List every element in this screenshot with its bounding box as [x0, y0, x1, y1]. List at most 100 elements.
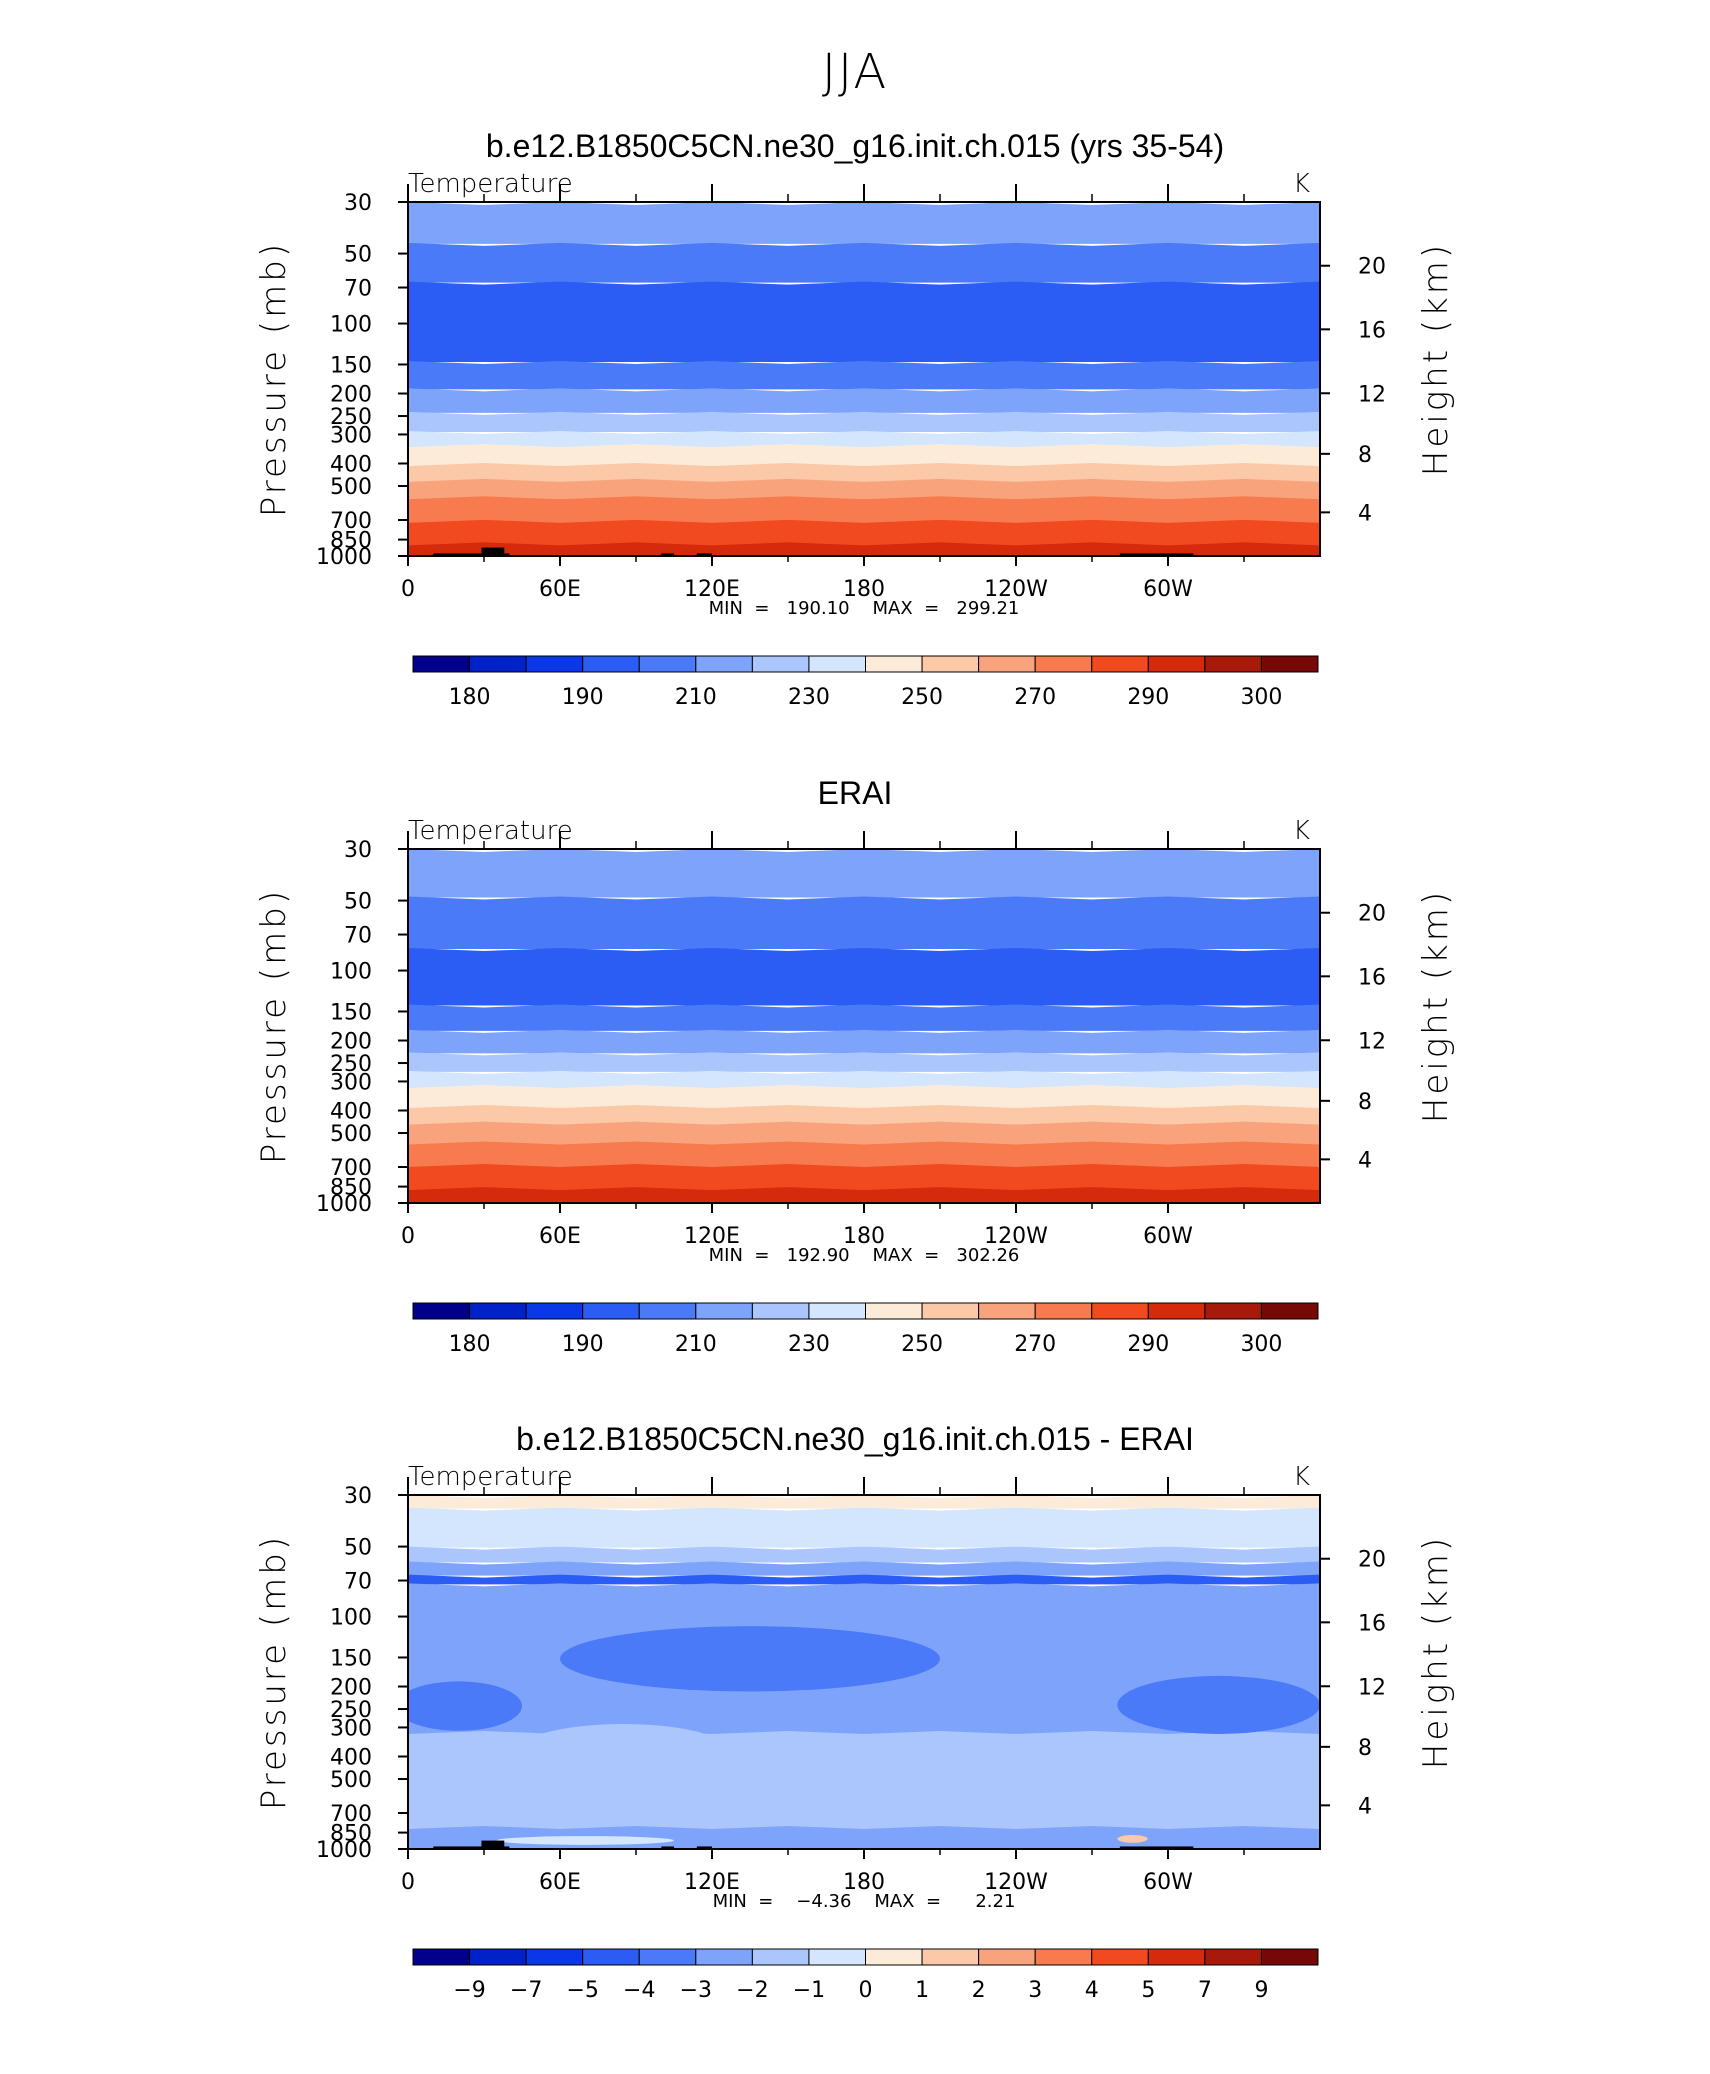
page-title: JJA: [821, 44, 889, 100]
colorbar-swatch: [1204, 655, 1262, 673]
colorbar-label: 300: [1240, 1332, 1282, 1357]
y-tick-label: 400: [330, 1099, 372, 1124]
height-tick-label: 4: [1358, 1794, 1372, 1819]
y-tick-label: 850: [330, 1822, 372, 1847]
colorbar-swatch: [469, 1302, 527, 1320]
plot-area: [408, 849, 1320, 1203]
y-tick-label: 500: [330, 475, 372, 500]
colorbar-label: 9: [1254, 1978, 1268, 2003]
contour-region: [522, 1724, 725, 1773]
panel-difference: b.e12.B1850C5CN.ne30_g16.init.ch.015 - E…: [0, 1421, 1710, 2069]
y-tick-label: 200: [330, 1030, 372, 1055]
colorbar-swatch: [525, 1948, 584, 1966]
y-tick-label: 1000: [316, 1838, 372, 1863]
height-tick-label: 12: [1358, 1029, 1386, 1054]
colorbar-swatch: [1091, 1302, 1149, 1320]
y-tick-label: 100: [330, 960, 372, 985]
x-tick-label: 60W: [1143, 1870, 1193, 1895]
colorbar-swatch: [751, 1302, 810, 1320]
height-tick-label: 20: [1358, 255, 1386, 280]
x-tick-label: 180: [843, 1224, 885, 1249]
topography-mask: [1119, 1846, 1194, 1849]
colorbar-swatch: [1091, 1948, 1149, 1966]
panel-model: b.e12.B1850C5CN.ne30_g16.init.ch.015 (yr…: [0, 128, 1710, 776]
colorbar-label: 290: [1127, 1332, 1169, 1357]
contour-band: [408, 1546, 1320, 1563]
y-tick-label: 300: [330, 1070, 372, 1095]
colorbar-label: 230: [788, 685, 830, 710]
temperature-cross-section-chart: Temperature K 0 60E 120E 180 120W 60W MIN = 192.…: [254, 816, 1456, 1357]
colorbar-label: 230: [788, 1332, 830, 1357]
colorbar-label: −2: [736, 1978, 768, 2003]
y-tick-label: 30: [344, 191, 372, 216]
colorbar-swatch: [1034, 1302, 1093, 1320]
y-tick-label: 250: [330, 405, 372, 430]
topography-mask: [481, 547, 505, 556]
height-tick-label: 16: [1358, 1611, 1386, 1636]
x-tick-label: 60E: [539, 1224, 581, 1249]
height-tick-label: 8: [1358, 443, 1372, 468]
variable-label: Temperature: [408, 816, 573, 846]
contour-band: [408, 1070, 1320, 1089]
height-axis-label: Height (km): [1416, 242, 1456, 476]
topography-mask: [433, 553, 510, 556]
colorbar-swatch: [751, 1948, 810, 1966]
colorbar-swatch: [1204, 1948, 1262, 1966]
height-tick-label: 4: [1358, 501, 1372, 526]
units-label: K: [1293, 169, 1310, 199]
colorbar-swatch: [412, 1302, 471, 1320]
colorbar-label: 180: [449, 1332, 491, 1357]
contour-band: [408, 519, 1320, 547]
height-tick-label: 12: [1358, 382, 1386, 407]
y-tick-label: 50: [344, 890, 372, 915]
y-tick-label: 700: [330, 509, 372, 534]
contour-band: [408, 948, 1320, 1006]
contour-band: [408, 496, 1320, 524]
colorbar-label: 210: [675, 685, 717, 710]
height-tick-label: 8: [1358, 1090, 1372, 1115]
colorbar-swatch: [808, 1948, 866, 1966]
contour-region: [560, 1626, 940, 1692]
colorbar-label: 0: [859, 1978, 873, 2003]
topography-mask: [1119, 553, 1194, 556]
units-label: K: [1293, 1462, 1310, 1492]
y-tick-label: 1000: [316, 1192, 372, 1217]
temperature-cross-section-chart: Temperature K 0 60E 120E 180 120W 60W MIN = 190.…: [254, 169, 1456, 710]
y-tick-label: 100: [330, 313, 372, 338]
contour-band: [408, 1141, 1320, 1168]
y-axis-label: Pressure (mb): [254, 888, 294, 1164]
colorbar-label: 210: [675, 1332, 717, 1357]
contour-band: [408, 388, 1320, 413]
contour-band: [408, 1104, 1320, 1126]
colorbar-swatch: [412, 1948, 471, 1966]
x-tick-label: 0: [401, 1870, 415, 1895]
colorbar-swatch: [1091, 655, 1149, 673]
y-tick-label: 400: [330, 1745, 372, 1770]
contour-band: [408, 411, 1320, 433]
colorbar-swatch: [978, 1948, 1036, 1966]
colorbar-swatch: [865, 1948, 923, 1966]
colorbar-label: 7: [1198, 1978, 1212, 2003]
colorbar-label: 190: [562, 685, 604, 710]
min-max-label: MIN = 192.90 MAX = 302.26: [709, 1245, 1020, 1266]
y-tick-label: 200: [330, 383, 372, 408]
y-tick-label: 50: [344, 243, 372, 268]
y-tick-label: 30: [344, 838, 372, 863]
topography-mask: [433, 1846, 510, 1849]
colorbar-swatch: [582, 655, 640, 673]
colorbar-label: −5: [566, 1978, 598, 2003]
colorbar-swatch: [751, 655, 810, 673]
colorbar-swatch: [808, 1302, 866, 1320]
colorbar-swatch: [978, 1302, 1036, 1320]
colorbar-label: 1: [915, 1978, 929, 2003]
x-tick-label: 120E: [684, 1224, 740, 1249]
colorbar-swatch: [978, 655, 1036, 673]
colorbar-label: 2: [972, 1978, 986, 2003]
y-tick-label: 70: [344, 277, 372, 302]
x-tick-label: 60E: [539, 577, 581, 602]
x-tick-label: 0: [401, 577, 415, 602]
y-tick-label: 300: [330, 1716, 372, 1741]
x-tick-label: 60W: [1143, 1224, 1193, 1249]
contour-region: [408, 1681, 522, 1731]
